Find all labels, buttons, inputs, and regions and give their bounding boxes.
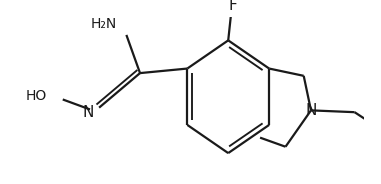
Text: HO: HO	[26, 89, 47, 103]
Text: N: N	[305, 103, 317, 118]
Text: F: F	[228, 0, 237, 13]
Text: H₂N: H₂N	[91, 17, 117, 31]
Text: N: N	[82, 105, 94, 120]
